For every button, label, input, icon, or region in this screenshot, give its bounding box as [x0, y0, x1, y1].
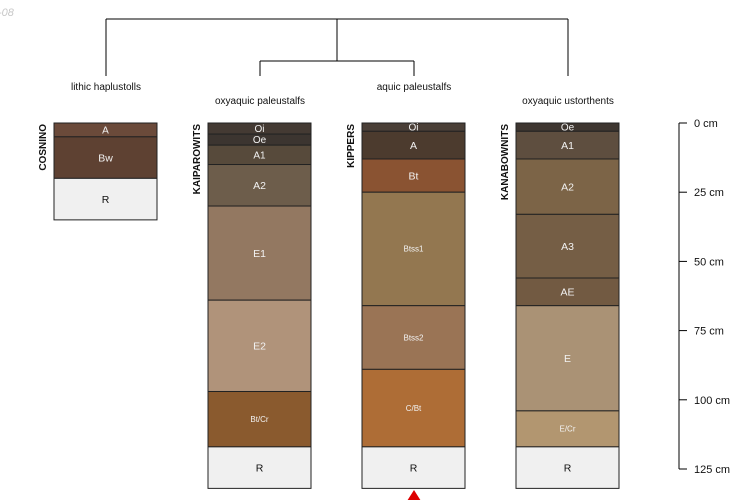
taxon-label-oxy-pale: oxyaquic paleustalfs	[215, 96, 305, 107]
horizon-label-kaiparowits-e1: E1	[253, 248, 266, 260]
horizon-label-kaiparowits-a2: A2	[253, 180, 266, 192]
horizon-kanabownits-r	[515, 446, 620, 489]
profile-name-kippers: KIPPERS	[346, 124, 357, 168]
horizon-kanabownits-a1	[515, 130, 620, 160]
profile-kanabownits: Oe A1 A2 A3 AE E E/Cr R KANABOWNITS	[500, 122, 620, 489]
horizon-label-kaiparowits-oi: Oi	[255, 124, 265, 135]
horizon-label-kippers-a: A	[410, 140, 417, 152]
horizon-label-kanabownits-e: E	[564, 353, 571, 365]
horizon-label-kanabownits-e-cr: E/Cr	[560, 425, 576, 434]
horizon-label-kanabownits-a2: A2	[561, 181, 574, 193]
horizon-kanabownits-e	[515, 305, 620, 412]
kippers-marker-icon	[407, 490, 421, 500]
depth-axis: 0 cm 25 cm 50 cm 75 cm 100 cm 125 cm	[678, 118, 730, 476]
horizon-label-kaiparowits-a1: A1	[253, 150, 266, 161]
horizon-label-kaiparowits-e2: E2	[253, 340, 266, 352]
corner-label: -08	[0, 7, 15, 19]
horizon-kanabownits-a2	[515, 158, 620, 215]
horizon-kippers-r	[361, 446, 466, 489]
horizon-label-kanabownits-oe: Oe	[561, 123, 575, 134]
depth-tick-label-50: 50 cm	[694, 256, 724, 268]
horizon-kanabownits-ae	[515, 277, 620, 307]
profile-name-kanabownits: KANABOWNITS	[500, 124, 511, 200]
horizon-label-kippers-oi: Oi	[409, 123, 419, 134]
depth-tick-label-100: 100 cm	[694, 395, 730, 407]
horizon-label-kanabownits-r: R	[564, 462, 572, 474]
depth-tick-label-25: 25 cm	[694, 187, 724, 199]
horizon-label-kippers-r: R	[410, 462, 418, 474]
dendrogram	[105, 18, 569, 76]
depth-tick-label-0: 0 cm	[694, 118, 718, 130]
depth-tick-label-75: 75 cm	[694, 326, 724, 338]
horizon-label-kippers-bt: Bt	[409, 170, 419, 182]
horizon-kippers-bt	[361, 158, 466, 193]
horizon-label-kippers-btss2: Btss2	[403, 333, 424, 342]
profile-name-cosnino: COSNINO	[38, 124, 49, 171]
horizon-label-kanabownits-a3: A3	[561, 241, 574, 253]
taxon-labels: lithic haplustolls oxyaquic paleustalfs …	[71, 82, 614, 107]
horizon-cosnino-bw	[53, 136, 158, 179]
horizon-cosnino-r	[53, 177, 158, 221]
depth-tick-label-125: 125 cm	[694, 464, 730, 476]
horizon-label-kippers-btss1: Btss1	[403, 245, 424, 254]
profile-cosnino: A Bw R COSNINO	[38, 122, 158, 221]
horizon-label-cosnino-bw: Bw	[98, 152, 113, 164]
profile-name-kaiparowits: KAIPAROWITS	[192, 124, 203, 195]
taxon-label-aquic-pale: aquic paleustalfs	[377, 82, 452, 93]
horizon-kaiparowits-r	[207, 446, 312, 489]
profile-kippers: Oi A Bt Btss1 Btss2 C/Bt R KIPPERS	[346, 122, 466, 489]
horizon-label-kanabownits-ae: AE	[560, 287, 574, 299]
horizon-label-cosnino-r: R	[102, 194, 110, 206]
horizon-kaiparowits-a2	[207, 164, 312, 207]
horizon-label-kippers-c-bt: C/Bt	[406, 404, 422, 413]
horizon-kanabownits-a3	[515, 213, 620, 279]
horizon-kanabownits-e-cr	[515, 410, 620, 448]
horizon-label-kanabownits-a1: A1	[561, 140, 574, 152]
horizon-kaiparowits-bt-cr	[207, 390, 312, 448]
horizon-label-kaiparowits-bt-cr: Bt/Cr	[250, 415, 269, 424]
horizon-kippers-btss2	[361, 305, 466, 370]
taxon-label-lithic: lithic haplustolls	[71, 82, 141, 93]
taxon-label-oxy-ust: oxyaquic ustorthents	[522, 96, 614, 107]
horizon-label-cosnino-a: A	[102, 125, 109, 136]
horizon-label-kaiparowits-oe: Oe	[253, 135, 267, 146]
horizon-kippers-btss1	[361, 191, 466, 307]
horizon-label-kaiparowits-r: R	[256, 462, 264, 474]
horizon-kippers-a	[361, 130, 466, 160]
